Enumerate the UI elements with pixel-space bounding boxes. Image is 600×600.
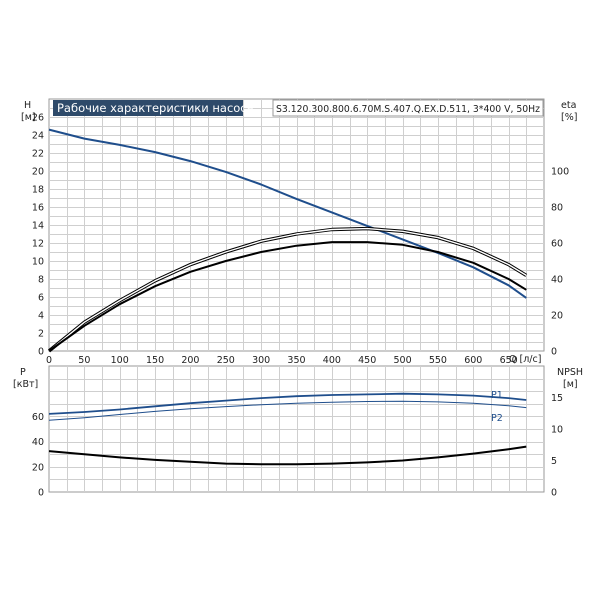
y-left-tick-label: 10 [32, 257, 44, 268]
series-line-top-1-inner [48, 227, 527, 352]
y-left-tick-label: 0 [38, 347, 44, 358]
series-line-top-2 [48, 241, 527, 352]
y-left-tick-label: 26 [32, 113, 44, 124]
series-line-bottom-2 [48, 445, 527, 466]
y-left-tick-label: 18 [32, 185, 44, 196]
series-line-bottom-0 [48, 392, 527, 415]
grid-layer [49, 99, 544, 492]
y-left-tick-label: 22 [32, 149, 44, 160]
series-label-p2: P2 [491, 413, 503, 424]
top-y-right-unit: [%] [561, 112, 577, 123]
y-left-tick-label: 14 [32, 221, 44, 232]
title-box [53, 100, 243, 116]
y-left-tick-label: 20 [32, 167, 44, 178]
top-x-label: Q [л/с] [509, 354, 541, 365]
x-tick-label: 0 [46, 355, 52, 366]
series-label-p1: P1 [491, 390, 503, 401]
model-label: S3.120.300.800.6.70M.S.407.Q.EX.D.511, 3… [276, 104, 540, 115]
x-tick-label: 500 [394, 355, 412, 366]
bottom-y-left-label: P [20, 367, 26, 378]
top-y-left-unit: [м] [21, 112, 36, 123]
bottom-y-left-unit: [кВт] [13, 379, 38, 390]
x-tick-label: 600 [464, 355, 482, 366]
y-left-tick-label: 24 [32, 131, 44, 142]
x-tick-label: 650 [500, 355, 518, 366]
x-tick-label: 150 [146, 355, 164, 366]
x-tick-label: 450 [358, 355, 376, 366]
y-left-tick-label: 40 [32, 437, 44, 448]
y-left-tick-label: 2 [38, 329, 44, 340]
y-right-tick-label: 15 [551, 393, 563, 404]
y-left-tick-label: 12 [32, 239, 44, 250]
y-right-tick-label: 0 [551, 347, 557, 358]
y-left-tick-label: 6 [38, 293, 44, 304]
y-right-tick-label: 60 [551, 239, 563, 250]
series-line-bottom-1 [48, 400, 527, 421]
y-left-tick-label: 8 [38, 275, 44, 286]
y-left-tick-label: 16 [32, 203, 44, 214]
model-box [272, 99, 544, 117]
x-tick-label: 550 [429, 355, 447, 366]
y-left-tick-label: 20 [32, 462, 44, 473]
series-layer [47, 128, 528, 466]
y-right-tick-label: 10 [551, 425, 563, 436]
y-right-tick-label: 20 [551, 311, 563, 322]
y-right-tick-label: 100 [551, 167, 569, 178]
x-tick-label: 300 [252, 355, 270, 366]
bottom-y-right-label: NPSH [557, 367, 583, 378]
x-tick-label: 250 [217, 355, 235, 366]
y-left-tick-label: 4 [38, 311, 44, 322]
series-line-top-0 [48, 128, 527, 299]
x-tick-label: 400 [323, 355, 341, 366]
x-tick-label: 50 [78, 355, 90, 366]
top-y-left-label: H [24, 100, 31, 111]
y-right-tick-label: 0 [551, 488, 557, 499]
top-y-right-label: eta [561, 100, 576, 111]
x-tick-label: 350 [287, 355, 305, 366]
y-right-tick-label: 5 [551, 456, 557, 467]
bottom-y-right-unit: [м] [563, 379, 578, 390]
chart-title: Рабочие характеристики насоса [57, 101, 254, 115]
y-right-tick-label: 80 [551, 203, 563, 214]
y-right-tick-label: 40 [551, 275, 563, 286]
x-tick-label: 200 [181, 355, 199, 366]
y-left-tick-label: 60 [32, 412, 44, 423]
y-left-tick-label: 0 [38, 488, 44, 499]
x-tick-label: 100 [111, 355, 129, 366]
